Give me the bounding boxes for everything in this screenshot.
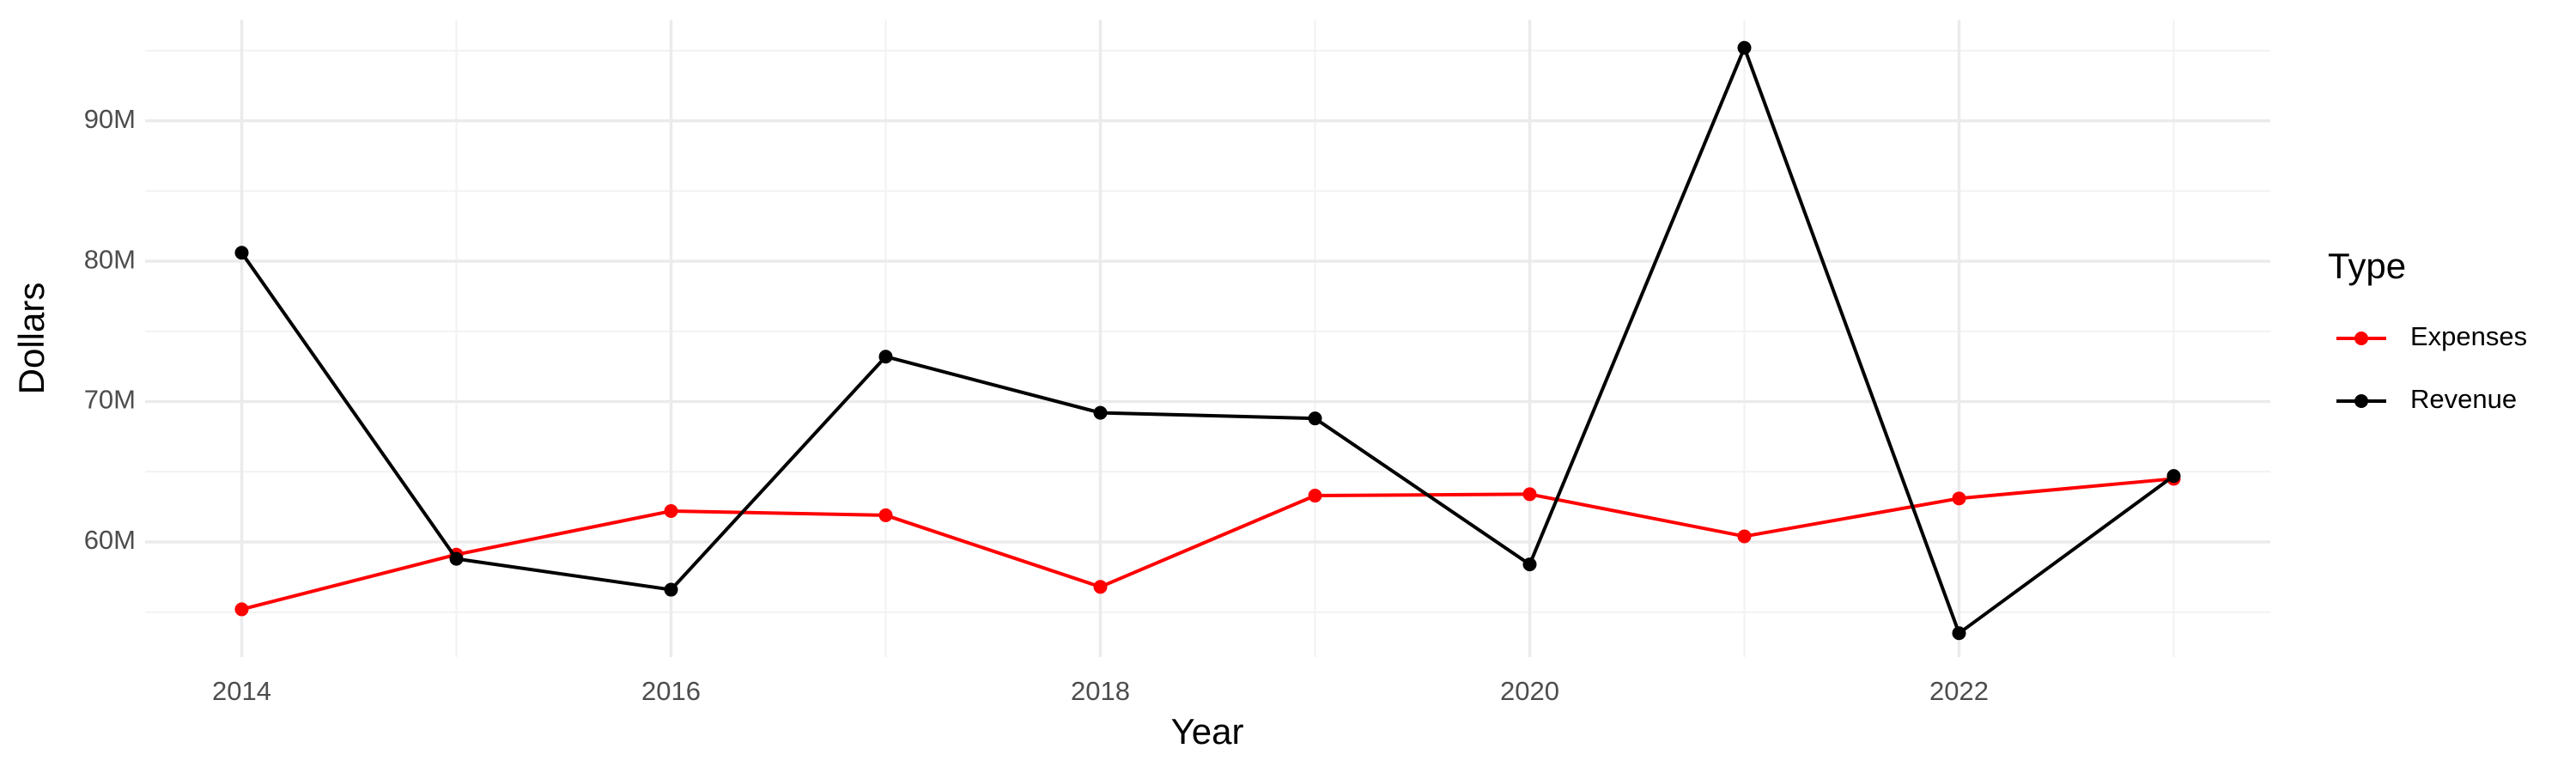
- y-tick-label: 60M: [84, 525, 136, 555]
- y-tick-label: 80M: [84, 244, 136, 274]
- data-point: [234, 602, 249, 617]
- y-tick-label: 70M: [84, 385, 136, 415]
- data-point: [449, 551, 464, 566]
- x-tick-label: 2016: [641, 676, 701, 706]
- y-tick-label: 90M: [84, 104, 136, 134]
- data-point: [1952, 626, 1966, 641]
- y-axis-title: Dollars: [11, 283, 52, 395]
- data-point: [1737, 40, 1752, 55]
- legend-label: Revenue: [2410, 384, 2517, 414]
- legend-label: Expenses: [2410, 321, 2527, 351]
- legend-swatch-point: [2354, 394, 2368, 408]
- data-point: [1737, 529, 1752, 544]
- x-tick-label: 2020: [1500, 676, 1559, 706]
- legend-title: Type: [2328, 246, 2406, 286]
- data-point: [1308, 489, 1322, 503]
- data-point: [1522, 557, 1537, 572]
- x-tick-label: 2018: [1071, 676, 1130, 706]
- legend-swatch-point: [2354, 332, 2368, 345]
- data-point: [664, 504, 678, 519]
- data-point: [878, 350, 893, 364]
- data-point: [1952, 491, 1966, 506]
- data-point: [1093, 580, 1108, 594]
- data-point: [1093, 405, 1108, 420]
- x-tick-label: 2022: [1929, 676, 1989, 706]
- data-point: [1522, 487, 1537, 502]
- data-point: [1308, 411, 1322, 426]
- data-point: [234, 246, 249, 260]
- x-axis-title: Year: [1171, 711, 1244, 752]
- series-line: [240, 46, 2175, 636]
- data-point: [2166, 469, 2181, 484]
- x-tick-label: 2014: [212, 676, 271, 706]
- data-point: [878, 508, 893, 522]
- series-line: [241, 477, 2174, 612]
- data-point: [664, 582, 678, 597]
